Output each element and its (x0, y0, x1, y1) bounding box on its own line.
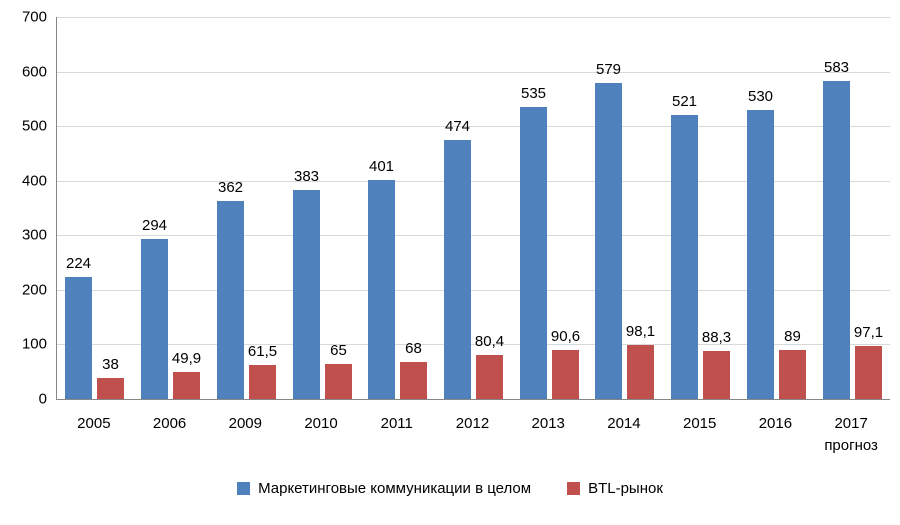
bar-marketing-2011 (368, 180, 395, 399)
y-axis-tick-label: 700 (21, 8, 47, 26)
y-axis-tick-label: 600 (21, 63, 47, 81)
chart-legend: Маркетинговые коммуникации в целом BTL-р… (0, 480, 900, 497)
y-axis-tick-label: 400 (21, 172, 47, 190)
bar-btl-2009 (249, 365, 276, 399)
x-axis-category-label: 2012 (435, 401, 511, 435)
bar-value-label: 294 (141, 217, 168, 234)
bar-btl-2006 (173, 372, 200, 399)
bar-value-label: 80,4 (474, 333, 505, 350)
gridline (57, 180, 890, 182)
x-axis-year-text: 2015 (682, 415, 717, 432)
bar-value-label: 68 (405, 340, 422, 357)
y-axis-labels: 0 100 200 300 400 500 600 700 (0, 9, 56, 408)
gridline (57, 344, 890, 346)
bar-marketing-2013 (520, 107, 547, 399)
x-axis-year-text: 2016 (758, 415, 793, 432)
gridline (57, 235, 890, 237)
bar-btl-2015 (703, 351, 730, 399)
x-axis-category-label: 2011 (359, 401, 435, 435)
x-axis-category-label: 2016 (738, 401, 814, 435)
x-axis-category-label: 2009 (207, 401, 283, 435)
bar-value-label: 583 (823, 59, 850, 76)
bar-marketing-2005 (65, 277, 92, 399)
x-axis-category-label: 2014 (586, 401, 662, 435)
legend-item-btl-market: BTL-рынок (567, 480, 663, 497)
x-axis-year-text: 2009 (228, 415, 262, 432)
bar-value-label: 383 (293, 168, 320, 185)
bar-value-label: 90,6 (550, 328, 581, 345)
bar-value-label: 49,9 (171, 350, 202, 367)
x-axis-year-text: 2010 (304, 415, 338, 432)
x-axis-year-text: 2014 (607, 415, 641, 432)
bar-marketing-2009 (217, 201, 244, 399)
bar-marketing-2015 (671, 115, 698, 399)
gridline (57, 126, 890, 128)
x-axis-year-text: 2005 (77, 415, 111, 432)
y-axis-tick-label: 300 (21, 226, 47, 244)
y-axis-tick-label: 100 (21, 335, 47, 353)
legend-item-marketing-communications: Маркетинговые коммуникации в целом (237, 480, 531, 497)
x-axis-category-label: 2010 (283, 401, 359, 435)
bar-value-label: 97,1 (853, 324, 884, 341)
bar-value-label: 401 (368, 158, 395, 175)
bar-value-label: 530 (747, 88, 774, 105)
bar-value-label: 474 (444, 118, 471, 135)
gridline (57, 289, 890, 291)
bar-marketing-2016 (747, 110, 774, 399)
bar-value-label: 65 (330, 342, 347, 359)
x-axis-year-text: 2011 (380, 415, 413, 432)
x-axis-year-text: 2013 (531, 415, 565, 432)
bar-value-label: 224 (65, 255, 92, 272)
bar-btl-2005 (97, 378, 124, 399)
bar-value-label: 38 (102, 356, 119, 373)
gridline (57, 17, 890, 18)
legend-swatch-btl-market (567, 482, 581, 495)
bar-marketing-2006 (141, 239, 168, 399)
y-axis-tick-label: 500 (21, 117, 47, 135)
bar-value-label: 98,1 (625, 323, 656, 340)
legend-swatch-marketing-communications (237, 482, 251, 495)
bar-btl-2010 (325, 364, 352, 399)
x-axis-category-label: 2005 (56, 401, 132, 435)
bar-value-label: 88,3 (701, 329, 732, 346)
legend-label-btl-market: BTL-рынок (588, 480, 663, 497)
x-axis-year-text: 2006 (152, 415, 187, 432)
bar-marketing-2012 (444, 140, 471, 399)
bar-value-label: 89 (784, 328, 801, 345)
x-axis-forecast-text: прогноз (824, 436, 878, 454)
y-axis-tick-label: 200 (21, 281, 47, 299)
bar-marketing-2014 (595, 83, 622, 399)
plot-area: 224 294 362 383 401 474 535 579 521 530 583 38 49,9 6… (56, 17, 890, 400)
bar-value-label: 362 (217, 179, 244, 196)
bar-btl-2012 (476, 355, 503, 399)
bar-btl-2016 (779, 350, 806, 399)
legend-label-marketing-communications: Маркетинговые коммуникации в целом (258, 480, 532, 497)
bar-value-label: 535 (520, 85, 547, 102)
bar-btl-2013 (552, 350, 579, 399)
x-axis-category-label: 2013 (510, 401, 586, 435)
x-axis-category-label: 2015 (662, 401, 738, 435)
bar-btl-2011 (400, 362, 427, 399)
bar-btl-2017 (855, 346, 882, 399)
gridline (57, 71, 890, 73)
bar-btl-2014 (627, 345, 654, 399)
x-axis-year-text: 2017 (834, 415, 868, 432)
bar-marketing-2010 (293, 190, 320, 399)
x-axis-category-label: 2006 (132, 401, 208, 435)
bar-marketing-2017 (823, 81, 850, 399)
bar-value-label: 61,5 (247, 343, 278, 360)
x-axis-labels: 2005 2006 2009 2010 2011 2012 2013 2014 2015 2016… (56, 401, 890, 459)
bar-value-label: 521 (671, 93, 698, 110)
x-axis-year-text: 2012 (455, 415, 490, 432)
x-axis-category-label: 2017 прогноз (813, 401, 889, 457)
bar-value-label: 579 (595, 61, 622, 78)
y-axis-tick-label: 0 (38, 390, 47, 408)
